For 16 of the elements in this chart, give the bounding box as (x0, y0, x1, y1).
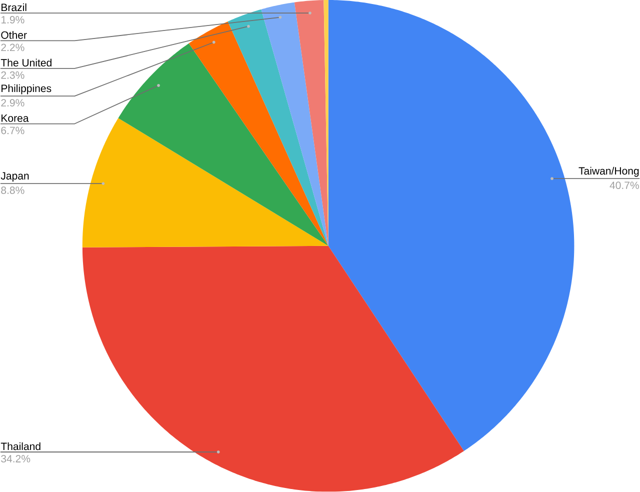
data-label: 34.2% (1, 455, 30, 463)
data-label: 1.9% (1, 16, 24, 24)
slice-label: The United (0, 58, 52, 67)
data-label: 8.8% (1, 186, 24, 194)
data-label: 2.3% (1, 71, 24, 79)
slice-label: Korea (2, 114, 29, 122)
slice-label: Japan (0, 172, 29, 182)
data-label: 2.2% (1, 44, 24, 52)
data-label: 6.7% (1, 126, 24, 134)
slice-label: Other (1, 31, 27, 39)
slice-label: Philippines (2, 84, 52, 94)
data-label: 2.9% (1, 99, 24, 107)
slice-label: Taiwan/Hong (578, 167, 639, 177)
slice-label: Thailand (0, 442, 40, 450)
data-label: 40.7% (610, 182, 639, 190)
slice-label: Brazil (2, 4, 26, 12)
